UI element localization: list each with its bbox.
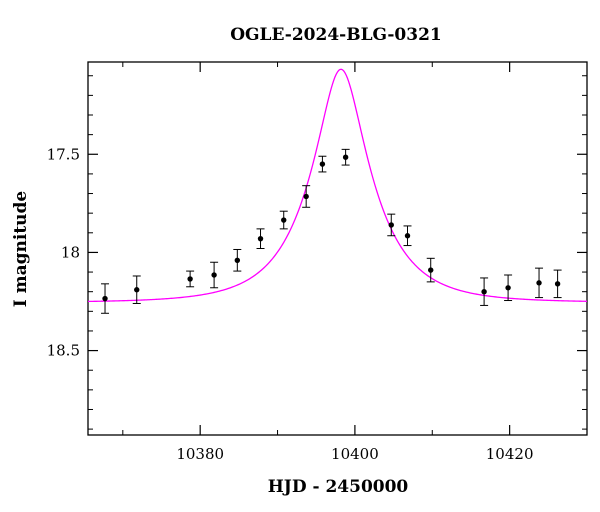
data-point <box>428 267 434 273</box>
y-tick-label: 18 <box>61 243 80 261</box>
model-curve <box>87 68 588 303</box>
data-point <box>257 235 264 242</box>
plot-frame <box>87 61 588 436</box>
axis-ticks <box>88 62 588 435</box>
x-tick-label: 10420 <box>486 445 534 463</box>
data-point <box>211 272 217 278</box>
x-tick-label: 10380 <box>176 445 224 463</box>
data-point <box>342 154 349 160</box>
data-point <box>319 161 326 167</box>
data-point <box>388 222 394 228</box>
data-point <box>281 217 287 223</box>
data-point <box>505 285 511 291</box>
data-points-group <box>101 148 562 314</box>
x-axis-label: HJD - 2450000 <box>268 477 409 497</box>
data-point <box>234 257 241 263</box>
data-point <box>481 288 487 295</box>
data-point <box>536 280 542 286</box>
y-tick-label: 18.5 <box>47 342 80 360</box>
y-tick-label: 17.5 <box>47 145 80 163</box>
chart-title: OGLE-2024-BLG-0321 <box>230 25 442 45</box>
data-point <box>102 295 108 302</box>
data-point <box>134 287 140 293</box>
data-point <box>554 281 561 287</box>
data-point <box>303 193 309 200</box>
data-point <box>187 276 193 282</box>
x-tick-label: 10400 <box>331 445 379 463</box>
axis-tick-labels: 10380 10400 10420 17.5 18 18.5 <box>47 145 534 463</box>
model-curve-group <box>87 68 588 303</box>
data-point <box>404 233 411 239</box>
y-axis-label: I magnitude <box>11 191 31 308</box>
